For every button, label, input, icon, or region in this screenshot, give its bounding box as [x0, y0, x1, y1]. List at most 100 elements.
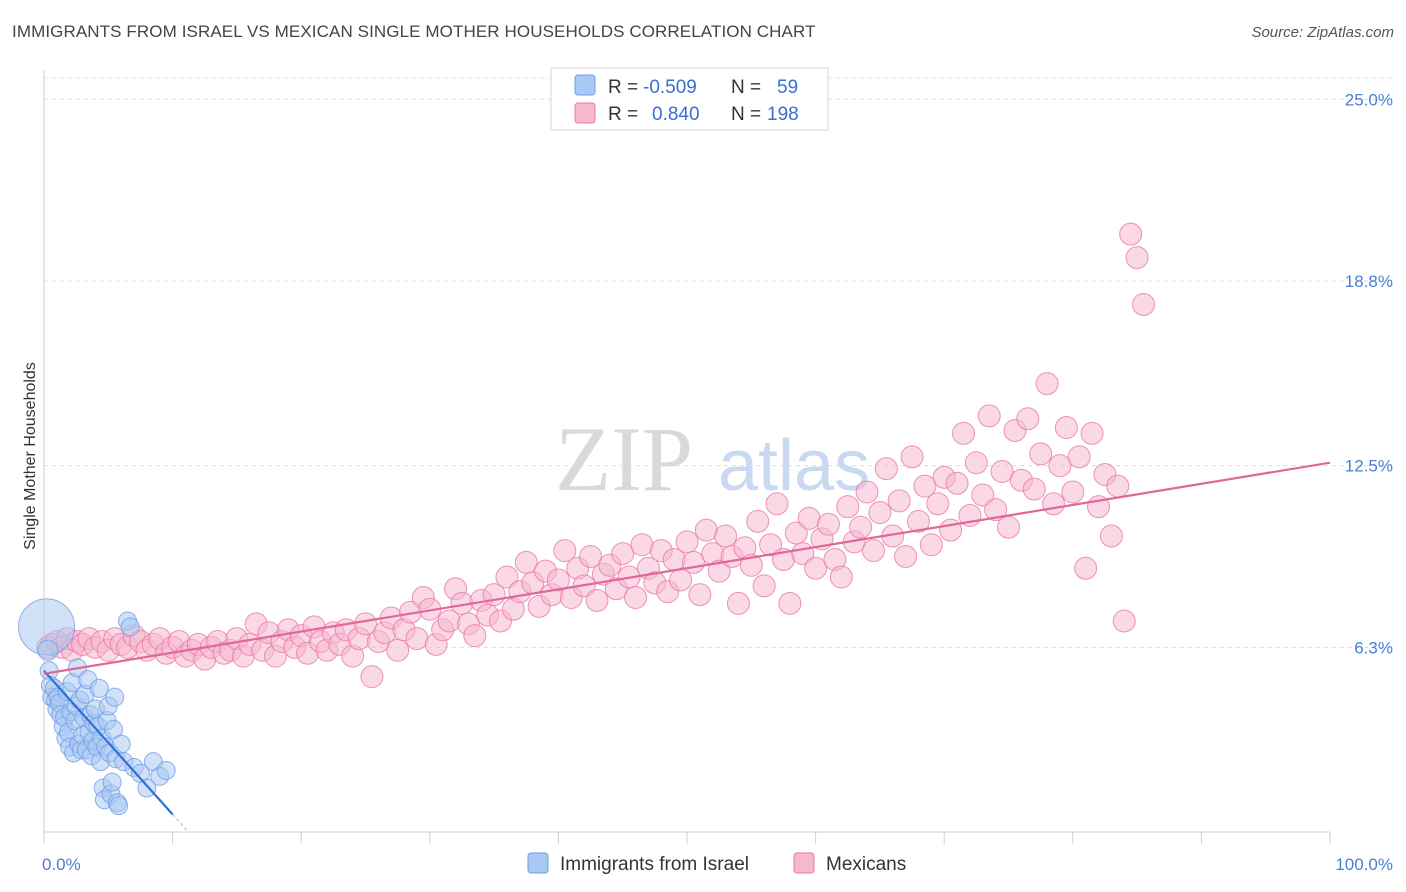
mexicans-point-162 [1067, 445, 1091, 469]
mexicans-point-115 [765, 492, 789, 516]
mexicans-point-168 [1106, 474, 1130, 498]
axes [43, 70, 1331, 844]
series-legend-label-mexicans: Mexicans [826, 854, 906, 875]
mexicans-point-161 [1061, 480, 1085, 504]
mexicans-point-52 [360, 665, 384, 689]
mexicans-point-131 [868, 501, 892, 525]
mexicans-point-138 [913, 474, 937, 498]
legend-r-value-israel: -0.509 [643, 77, 697, 98]
y-axis-ticks: 6.3% 12.5% 18.8% 25.0% [1345, 90, 1393, 657]
mexicans-point-87 [585, 588, 609, 612]
mexicans-point-170 [1119, 222, 1143, 246]
mexicans-point-91 [611, 542, 635, 566]
israel-point-39 [89, 678, 109, 698]
mexicans-point-163 [1074, 556, 1098, 580]
mexicans-point-172 [1132, 292, 1156, 316]
mexicans-point-159 [1048, 454, 1072, 478]
israel-point-54 [109, 796, 129, 816]
mexicans-point-82 [553, 539, 577, 563]
mexicans-point-68 [463, 624, 487, 648]
mexicans-trend-line [43, 461, 1331, 675]
y-axis-label: Single Mother Households [22, 362, 39, 550]
mexicans-point-160 [1054, 416, 1078, 440]
mexicans-point-169 [1112, 609, 1136, 633]
israel-point-50 [103, 719, 123, 739]
legend-r-value-mexicans: 0.840 [652, 104, 700, 125]
mexicans-point-123 [816, 512, 840, 536]
mexicans-point-142 [939, 518, 963, 542]
mexicans-point-154 [1016, 407, 1040, 431]
mexicans-point-81 [546, 568, 570, 592]
mexicans-point-171 [1125, 246, 1149, 270]
data-points [18, 222, 1156, 816]
series-legend-label-israel: Immigrants from Israel [560, 854, 749, 875]
mexicans-point-125 [829, 565, 853, 589]
mexicans-point-130 [861, 539, 885, 563]
israel-trend-extension [172, 813, 189, 833]
source-label: Source: ZipAtlas.com [1251, 24, 1394, 41]
mexicans-point-135 [894, 545, 918, 569]
mexicans-point-128 [849, 515, 873, 539]
mexicans-point-144 [951, 421, 975, 445]
mexicans-point-126 [836, 495, 860, 519]
mexicans-point-157 [1035, 372, 1059, 396]
mexicans-point-93 [624, 586, 648, 610]
x-tick-label-1: 100.0% [1335, 855, 1393, 874]
legend-n-label-israel: N = [731, 77, 761, 98]
x-axis-ticks: 0.0% 100.0% [42, 855, 1393, 874]
legend-r-label-israel: R = [608, 77, 638, 98]
mexicans-point-104 [694, 518, 718, 542]
mexicans-point-164 [1080, 421, 1104, 445]
chart-title: IMMIGRANTS FROM ISRAEL VS MEXICAN SINGLE… [12, 22, 816, 41]
mexicans-point-132 [874, 457, 898, 481]
mexicans-point-129 [855, 480, 879, 504]
mexicans-point-121 [804, 556, 828, 580]
mexicans-point-149 [984, 498, 1008, 522]
mexicans-point-117 [778, 591, 802, 615]
mexicans-point-94 [630, 533, 654, 557]
mexicans-point-143 [945, 471, 969, 495]
mexicans-point-107 [714, 524, 738, 548]
mexicans-point-112 [746, 509, 770, 533]
mexicans-point-147 [971, 483, 995, 507]
mexicans-point-140 [926, 492, 950, 516]
israel-trend-line [43, 670, 174, 816]
mexicans-point-146 [964, 451, 988, 475]
mexicans-point-101 [675, 530, 699, 554]
mexicans-point-73 [495, 565, 519, 589]
correlation-legend: R = -0.509 N = 59 R = 0.840 N = 198 [550, 67, 829, 131]
legend-swatch-israel [574, 74, 596, 96]
y-tick-label-1: 12.5% [1345, 457, 1393, 476]
series-legend-swatch-mexicans [793, 852, 815, 874]
y-tick-label-3: 25.0% [1345, 90, 1393, 109]
mexicans-point-111 [739, 553, 763, 577]
y-tick-label-2: 18.8% [1345, 272, 1393, 291]
mexicans-point-113 [752, 574, 776, 598]
mexicans-point-134 [887, 489, 911, 513]
mexicans-point-51 [354, 612, 377, 636]
mexicans-point-151 [997, 515, 1020, 539]
mexicans-point-56 [386, 638, 410, 662]
mexicans-point-148 [977, 404, 1001, 428]
x-tick-label-0: 0.0% [42, 855, 81, 874]
y-tick-label-0: 6.3% [1354, 638, 1393, 657]
legend-n-value-mexicans: 198 [767, 104, 799, 125]
trend-lines [43, 461, 1331, 833]
mexicans-point-136 [900, 445, 924, 469]
mexicans-point-59 [405, 627, 429, 651]
mexicans-point-106 [707, 559, 731, 583]
legend-r-label-mexicans: R = [608, 104, 638, 125]
israel-point-1 [37, 639, 59, 661]
mexicans-point-86 [579, 545, 603, 569]
mexicans-point-114 [759, 533, 783, 557]
mexicans-point-139 [919, 533, 943, 557]
mexicans-point-120 [797, 506, 821, 530]
mexicans-point-150 [990, 460, 1014, 484]
mexicans-point-158 [1042, 492, 1066, 516]
mexicans-point-167 [1099, 524, 1123, 548]
israel-point-51 [105, 687, 125, 707]
mexicans-point-103 [688, 583, 712, 607]
israel-point-58 [120, 617, 140, 637]
mexicans-point-76 [514, 550, 538, 574]
